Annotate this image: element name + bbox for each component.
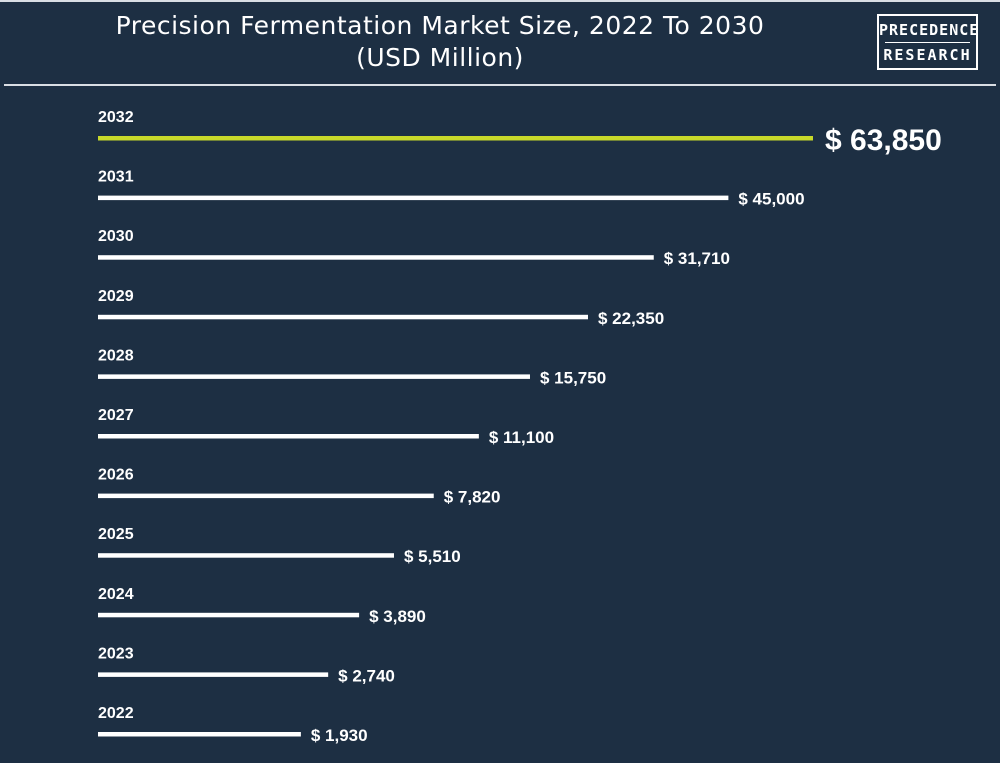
value-label-2026: $ 7,820 (444, 488, 501, 507)
bar-2030 (98, 255, 654, 260)
header-divider (4, 84, 996, 86)
bar-2028 (98, 374, 530, 379)
precedence-research-logo: PRECEDENCE RESEARCH (877, 14, 978, 70)
bar-2031 (98, 195, 729, 201)
bar-2022 (98, 732, 301, 737)
bar-2025 (98, 553, 394, 558)
title-line-2: (USD Million) (356, 43, 524, 72)
value-label-2027: $ 11,100 (489, 428, 554, 447)
category-label-2024: 2024 (98, 586, 134, 603)
title-line-1: Precision Fermentation Market Size, 2022… (115, 11, 765, 40)
category-label-2023: 2023 (98, 645, 134, 662)
value-label-2023: $ 2,740 (338, 666, 395, 685)
category-label-2031: 2031 (98, 169, 134, 186)
category-label-2026: 2026 (98, 467, 134, 484)
logo-line-2: RESEARCH (883, 46, 972, 64)
category-label-2030: 2030 (98, 228, 134, 245)
value-label-2025: $ 5,510 (404, 547, 461, 566)
bar-2026 (98, 493, 434, 499)
category-label-2029: 2029 (98, 288, 134, 305)
category-label-2027: 2027 (98, 407, 134, 424)
value-label-2024: $ 3,890 (369, 607, 426, 626)
value-label-2030: $ 31,710 (664, 249, 730, 268)
category-label-2028: 2028 (98, 347, 134, 364)
category-label-2032: 2032 (98, 109, 134, 126)
category-label-2025: 2025 (98, 526, 134, 543)
top-border (0, 0, 1000, 2)
category-label-2022: 2022 (98, 705, 134, 722)
bar-2024 (98, 612, 360, 618)
bar-2029 (98, 314, 588, 320)
bar-2023 (98, 672, 329, 677)
value-label-2022: $ 1,930 (311, 726, 368, 745)
logo-divider (885, 42, 970, 43)
value-label-2028: $ 15,750 (540, 368, 606, 387)
value-label-2029: $ 22,350 (598, 309, 664, 328)
logo-line-1: PRECEDENCE (879, 21, 980, 39)
value-label-2032: $ 63,850 (825, 124, 942, 157)
bar-2032 (98, 136, 813, 141)
value-label-2031: $ 45,000 (738, 190, 804, 209)
bar-2027 (98, 434, 479, 439)
chart-title: Precision Fermentation Market Size, 2022… (40, 10, 840, 74)
